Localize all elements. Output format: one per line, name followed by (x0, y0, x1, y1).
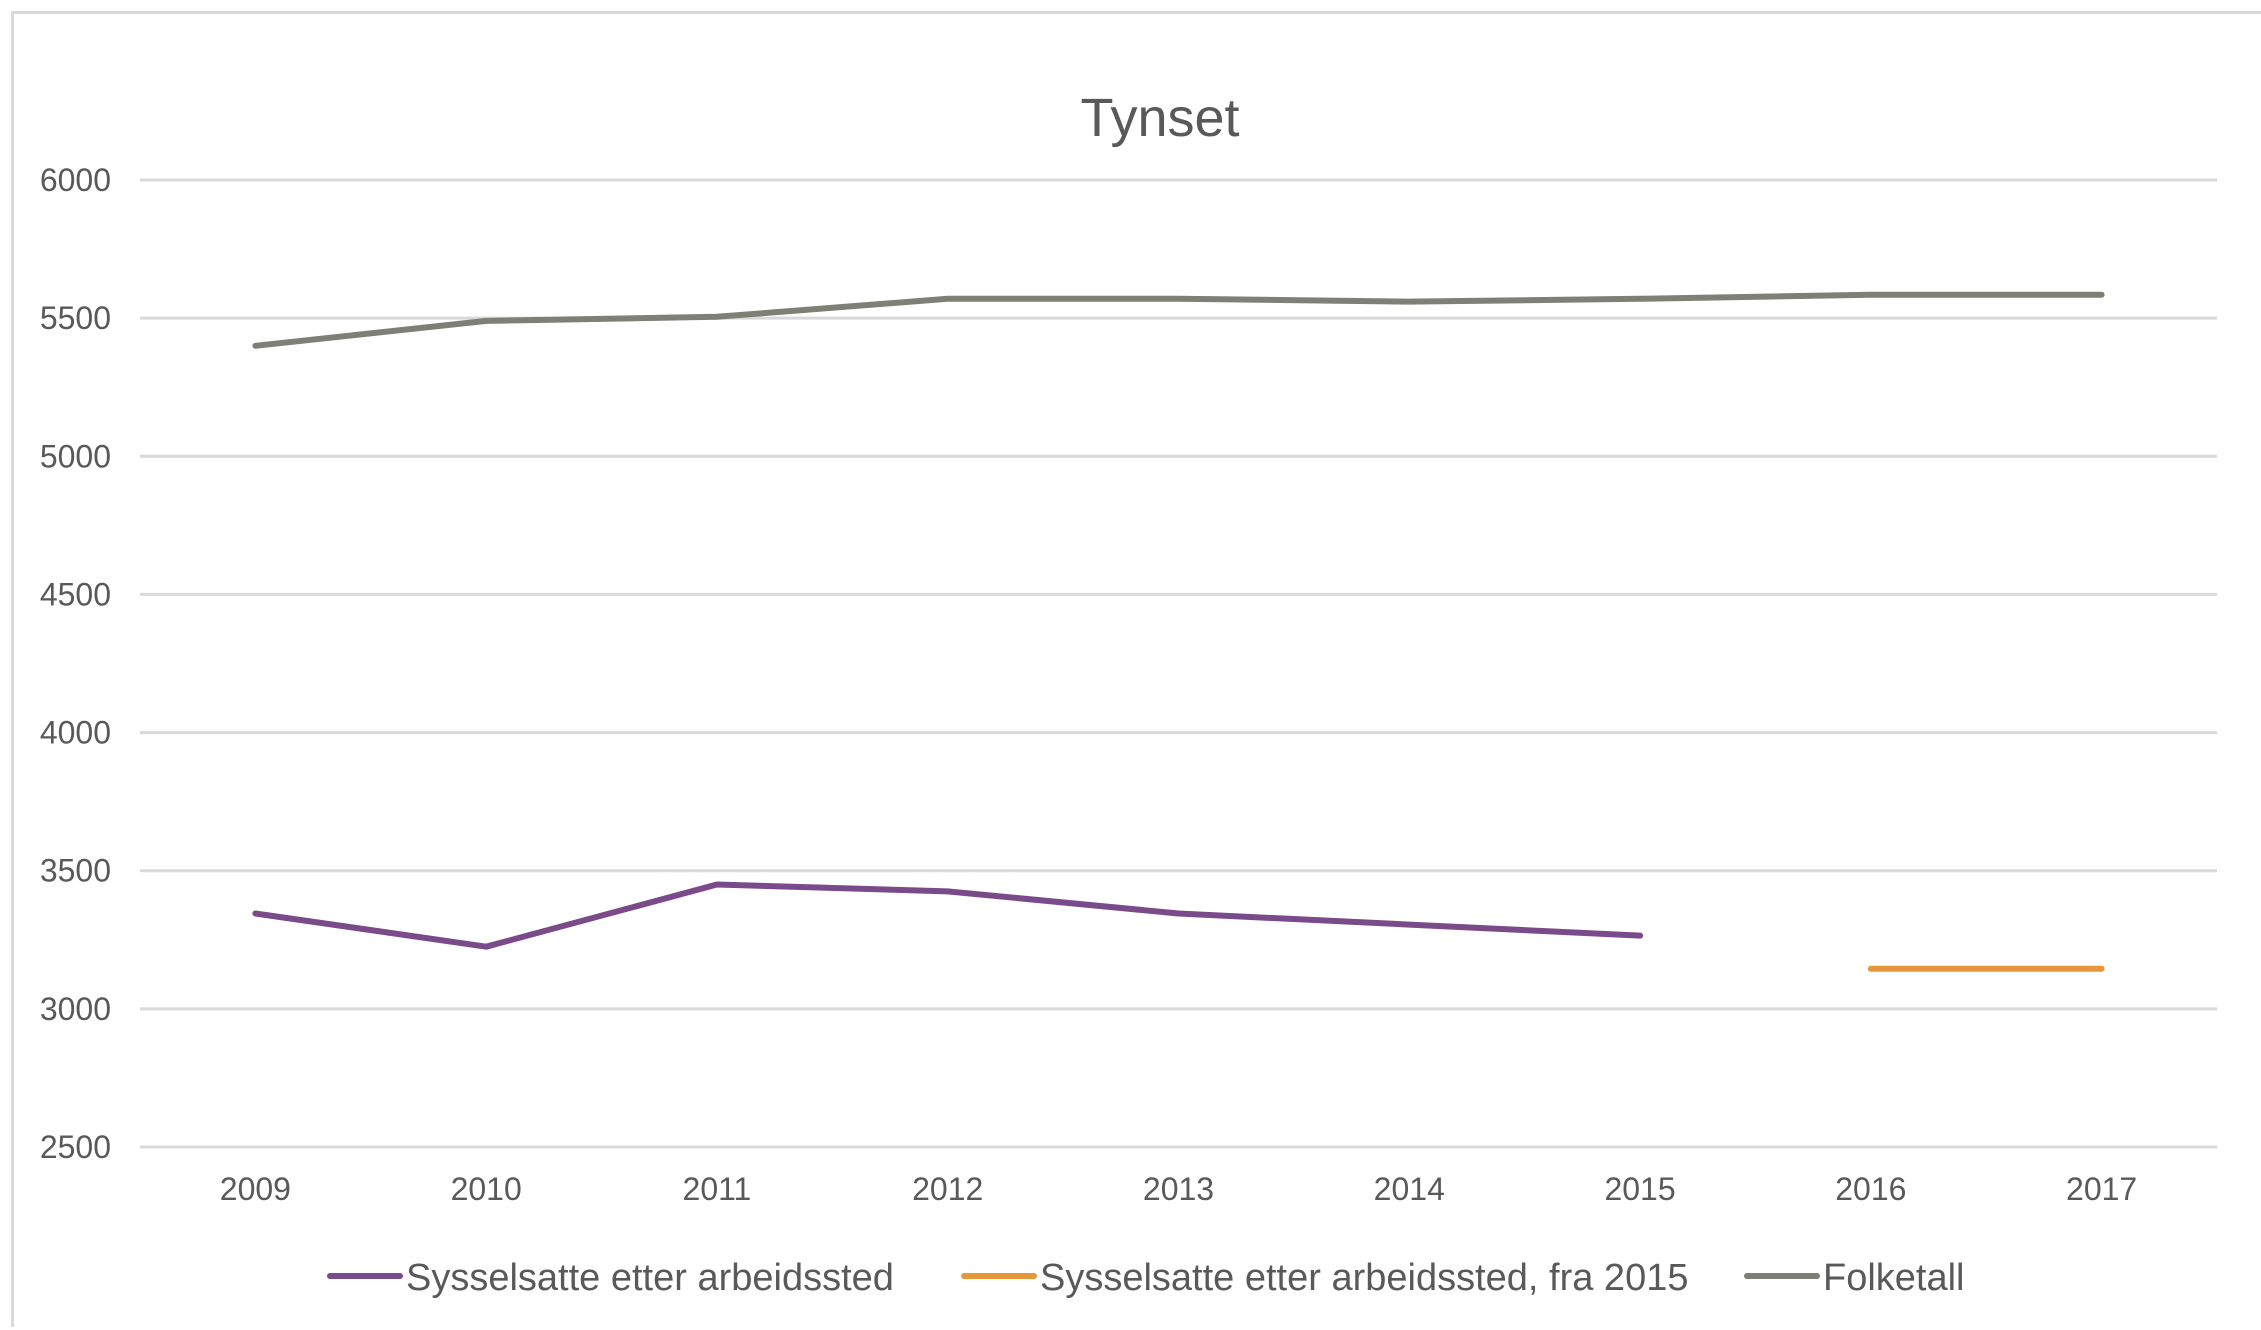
x-tick-label: 2017 (2066, 1171, 2137, 1207)
x-tick-label: 2009 (220, 1171, 291, 1207)
y-tick-label: 2500 (40, 1129, 111, 1165)
line-chart: Tynset 25003000350040004500500055006000 … (40, 88, 2217, 1299)
y-axis-tick-labels: 2500 3000 3500 4000 4500 5000 5500 6000 (40, 162, 111, 1165)
series-line-1 (252, 881, 1644, 950)
chart-title: Tynset (1080, 88, 1239, 148)
x-tick-label: 2011 (683, 1171, 752, 1207)
legend-label-1: Sysselsatte etter arbeidssted (406, 1257, 894, 1299)
x-tick-label: 2010 (451, 1171, 522, 1207)
x-tick-label: 2014 (1374, 1171, 1445, 1207)
y-tick-label: 4000 (40, 715, 111, 751)
y-tick-label: 3000 (40, 991, 111, 1027)
series-line-3 (252, 291, 2105, 349)
x-tick-label: 2015 (1604, 1171, 1675, 1207)
legend: Sysselsatte etter arbeidssted Sysselsatte… (327, 1257, 1965, 1299)
y-tick-label: 6000 (40, 162, 111, 198)
y-tick-label: 5500 (40, 300, 111, 336)
chart-frame: Tynset 2500 3000 3500 4000 4500 5000 5500 6000 … (11, 11, 2261, 1327)
x-tick-label: 2013 (1143, 1171, 1214, 1207)
y-tick-label: 4500 (40, 576, 111, 612)
x-tick-label: 2016 (1835, 1171, 1906, 1207)
y-tick-label: 3500 (40, 853, 111, 889)
series-lines (252, 291, 2105, 972)
x-axis-tick-labels: 2009 2010 2011 2012 2013 2014 2015 2016 2017 (220, 1171, 2137, 1207)
x-tick-label: 2012 (912, 1171, 983, 1207)
legend-label-3: Folketall (1823, 1257, 1965, 1299)
legend-label-2: Sysselsatte etter arbeidssted, fra 2015 (1040, 1257, 1688, 1299)
y-tick-label: 5000 (40, 438, 111, 474)
